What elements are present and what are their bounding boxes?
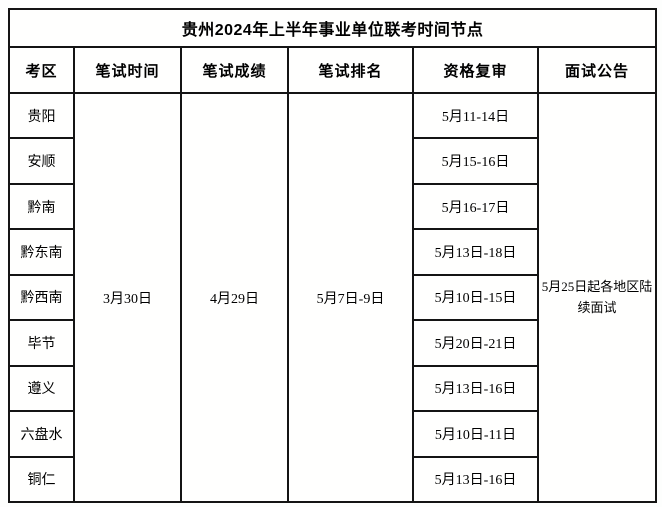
exam-schedule-table: 贵州2024年上半年事业单位联考时间节点 考区 笔试时间 笔试成绩 笔试排名 资… [7,8,658,503]
table-row: 铜仁 5月13日-16日 [8,455,656,503]
written-rank-cell: 5月7日-9日 [287,92,414,503]
table-row: 六盘水 5月10日-11日 [8,410,656,458]
col-header-interview: 面试公告 [536,46,658,94]
review-cell: 5月11-14日 [412,91,539,140]
region-cell: 遵义 [8,364,75,413]
region-cell: 黔西南 [8,273,75,322]
table-row: 安顺 5月15-16日 [8,137,656,185]
region-cell: 贵阳 [8,91,75,140]
region-cell: 铜仁 [8,455,75,503]
col-header-written-time: 笔试时间 [73,46,182,94]
region-cell: 毕节 [8,319,75,367]
review-cell: 5月20日-21日 [412,319,539,367]
table-row: 黔南 5月16-17日 [8,182,656,231]
col-header-review: 资格复审 [412,46,539,94]
table-row: 遵义 5月13日-16日 [8,364,656,413]
region-cell: 黔东南 [8,228,75,276]
written-time-cell: 3月30日 [73,92,182,503]
interview-notice-cell: 5月25日起各地区陆续面试 [536,92,658,503]
review-cell: 5月10日-11日 [412,410,539,458]
review-cell: 5月13日-16日 [412,364,539,413]
table-title: 贵州2024年上半年事业单位联考时间节点 [7,8,658,48]
table-row: 黔东南 5月13日-18日 [8,228,656,276]
title-row: 贵州2024年上半年事业单位联考时间节点 [7,8,658,48]
review-cell: 5月13日-16日 [412,455,539,503]
header-row: 考区 笔试时间 笔试成绩 笔试排名 资格复审 面试公告 [8,46,658,94]
region-cell: 六盘水 [8,410,75,458]
review-cell: 5月16-17日 [412,182,539,231]
region-cell: 安顺 [8,137,75,185]
review-cell: 5月15-16日 [412,137,539,185]
written-score-cell: 4月29日 [180,92,289,503]
table-row: 贵阳 3月30日 4月29日 5月7日-9日 5月11-14日 5月25日起各地… [8,91,658,503]
table-row: 黔西南 5月10日-15日 [8,273,656,322]
table-row: 毕节 5月20日-21日 [8,319,656,367]
col-header-written-score: 笔试成绩 [180,46,289,94]
col-header-region: 考区 [8,46,75,94]
region-cell: 黔南 [8,182,75,231]
review-cell: 5月13日-18日 [412,228,539,276]
review-cell: 5月10日-15日 [412,273,539,322]
col-header-written-rank: 笔试排名 [287,46,414,94]
